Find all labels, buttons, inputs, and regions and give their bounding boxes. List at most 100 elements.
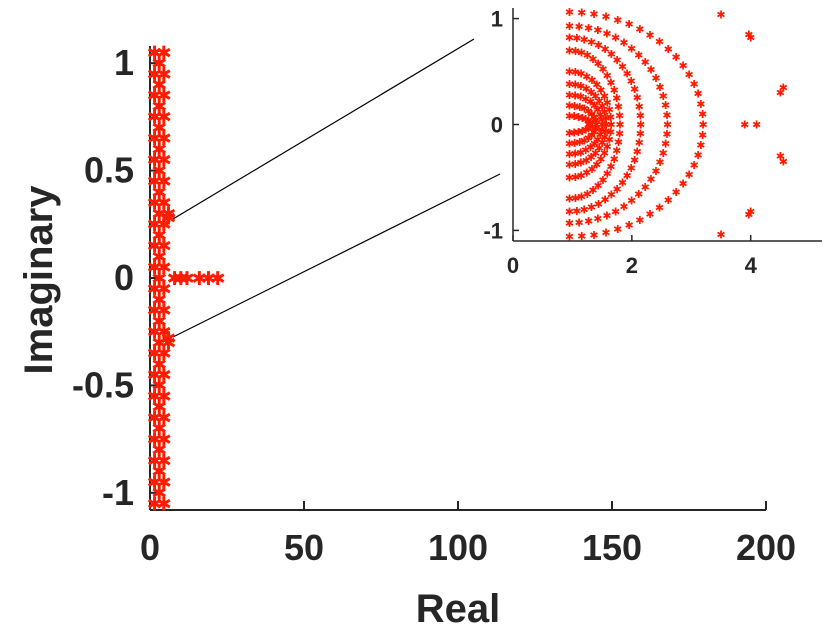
main-point: ✱: [156, 386, 172, 408]
inset-point: ✱: [565, 66, 574, 79]
inset-point: ✱: [580, 34, 589, 47]
inset-point: ✱: [699, 118, 708, 131]
inset-point: ✱: [571, 66, 580, 79]
inset-point: ✱: [581, 124, 590, 137]
inset-point: ✱: [623, 170, 632, 183]
inset-point: ✱: [607, 189, 616, 202]
inset-point: ✱: [574, 216, 583, 229]
main-point: ✱: [151, 182, 167, 204]
main-point: ✱: [147, 386, 163, 408]
main-point: ✱: [147, 42, 163, 64]
main-point: ✱: [147, 150, 163, 172]
main-point: ✱: [173, 268, 189, 290]
inset-point: ✱: [594, 39, 603, 52]
main-point: ✱: [151, 268, 167, 290]
inset-point: ✱: [597, 124, 606, 137]
inset-point: ✱: [601, 226, 610, 239]
inset-point: ✱: [587, 129, 596, 142]
inset-point: ✱: [569, 127, 578, 140]
main-point: ✱: [147, 322, 163, 344]
inset-point: ✱: [600, 194, 609, 207]
inset-point: ✱: [651, 72, 660, 85]
main-point: ✱: [161, 328, 177, 350]
main-point: ✱: [147, 236, 163, 258]
inset-point: ✱: [587, 74, 596, 87]
inset-point: ✱: [606, 111, 615, 124]
main-point: ✱: [156, 42, 172, 64]
inset-point: ✱: [618, 177, 627, 190]
inset-point: ✱: [586, 118, 595, 131]
inset-point: ✱: [595, 95, 604, 108]
inset-point: ✱: [571, 45, 580, 58]
inset-point: ✱: [576, 157, 585, 170]
main-y-tick-label: 1: [114, 42, 134, 83]
inset-point: ✱: [606, 118, 615, 131]
inset-point: ✱: [636, 109, 645, 122]
inset-point: ✱: [592, 78, 601, 91]
inset-point: ✱: [585, 120, 594, 133]
inset-point: ✱: [565, 110, 574, 123]
main-point: ✱: [156, 493, 172, 515]
inset-point: ✱: [565, 20, 574, 33]
inset-point: ✱: [693, 88, 702, 101]
main-point: ✱: [151, 311, 167, 333]
inset-point: ✱: [565, 159, 574, 172]
inset-point: ✱: [627, 75, 636, 88]
inset-point: ✱: [662, 128, 671, 141]
main-point: ✱: [156, 107, 172, 129]
inset-point: ✱: [587, 108, 596, 121]
inset-point: ✱: [576, 146, 585, 159]
main-point: ✱: [151, 461, 167, 483]
main-point: ✱: [151, 203, 167, 225]
main-point: ✱: [151, 354, 167, 376]
zoom-connectors: [172, 38, 501, 338]
inset-point: ✱: [600, 43, 609, 56]
main-point: ✱: [151, 117, 167, 139]
inset-point: ✱: [598, 100, 607, 113]
inset-point: ✱: [574, 111, 583, 124]
inset-point: ✱: [593, 104, 602, 117]
main-point: ✱: [156, 472, 172, 494]
inset-point: ✱: [594, 57, 603, 70]
inset-point: ✱: [565, 89, 574, 102]
main-point: ✱: [151, 225, 167, 247]
inset-point: ✱: [698, 129, 707, 142]
inset-point: ✱: [578, 112, 587, 125]
main-point: ✱: [151, 332, 167, 354]
inset-point: ✱: [577, 68, 586, 81]
main-point: ✱: [147, 472, 163, 494]
main-point: ✱: [156, 128, 172, 150]
inset-point: ✱: [572, 32, 581, 45]
main-point: ✱: [147, 214, 163, 236]
main-point: ✱: [156, 322, 172, 344]
inset-point: ✱: [646, 64, 655, 77]
inset-point: ✱: [588, 184, 597, 197]
inset-point: ✱: [615, 118, 624, 131]
inset-point: ✱: [577, 190, 586, 203]
inset-point: ✱: [591, 147, 600, 160]
inset-point: ✱: [651, 165, 660, 178]
inset-point: ✱: [569, 110, 578, 123]
inset-x-tick-label: 0: [507, 253, 519, 278]
inset-point: ✱: [624, 18, 633, 31]
inset-point: ✱: [586, 151, 595, 164]
inset-point: ✱: [618, 60, 627, 73]
main-point: ✱: [147, 171, 163, 193]
inset-point: ✱: [584, 105, 593, 118]
inset-point: ✱: [716, 8, 725, 21]
inset-point: ✱: [591, 115, 600, 128]
inset-point: ✱: [630, 83, 639, 96]
main-point: ✱: [151, 160, 167, 182]
inset-point: ✱: [565, 171, 574, 184]
inset-point: ✱: [679, 178, 688, 191]
main-y-tick-label: -0.5: [72, 364, 134, 405]
inset-y-tick-label: -1: [483, 218, 503, 243]
inset-point: ✱: [593, 24, 602, 37]
inset-point: ✱: [613, 183, 622, 196]
inset-point: ✱: [693, 149, 702, 162]
inset-point: ✱: [661, 99, 670, 112]
inset-point: ✱: [615, 127, 624, 140]
inset-point: ✱: [571, 89, 580, 102]
main-point: ✱: [210, 268, 226, 290]
